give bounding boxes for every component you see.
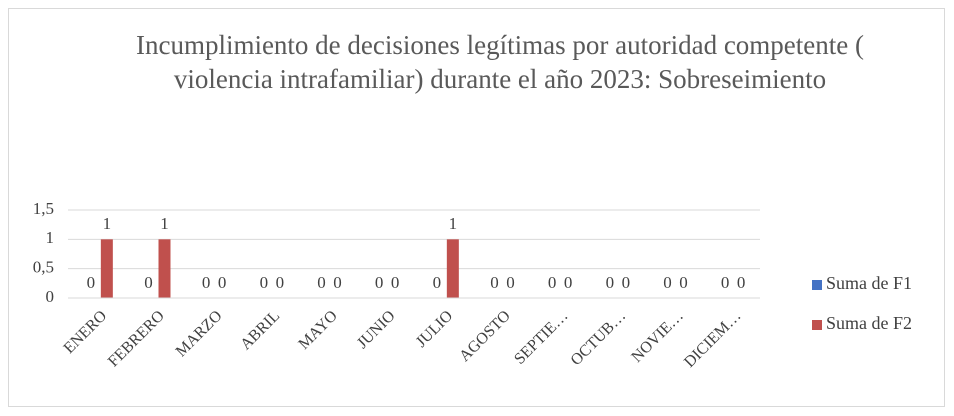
- data-label: 0: [679, 273, 688, 292]
- data-label: 0: [622, 273, 631, 292]
- data-label: 0: [375, 273, 384, 292]
- x-tick-label: ABRIL: [237, 307, 283, 353]
- legend-swatch: [812, 320, 822, 330]
- x-tick-label: FEBRERO: [105, 307, 168, 370]
- x-tick-label: JUNIO: [354, 307, 399, 352]
- data-label: 0: [721, 273, 730, 292]
- x-tick-label: OCTUB…: [568, 307, 630, 369]
- data-label: 1: [449, 214, 458, 233]
- bar: [158, 239, 171, 298]
- data-label: 0: [391, 273, 400, 292]
- chart-border: [8, 8, 945, 407]
- legend-swatch: [812, 280, 822, 290]
- x-tick-label: NOVIE…: [628, 307, 687, 366]
- data-label: 0: [564, 273, 573, 292]
- data-label: 0: [606, 273, 615, 292]
- x-tick-label: AGOSTO: [456, 307, 514, 365]
- x-tick-label: SEPTIE…: [511, 307, 571, 367]
- bar: [446, 239, 459, 298]
- x-tick-label: ENERO: [61, 307, 111, 357]
- data-label: 1: [103, 214, 112, 233]
- data-label: 0: [144, 273, 153, 292]
- bar: [100, 239, 113, 298]
- y-tick-label: 1,5: [33, 199, 54, 218]
- data-label: 0: [333, 273, 342, 292]
- data-label: 0: [490, 273, 499, 292]
- x-tick-label: MARZO: [173, 307, 226, 360]
- data-label: 0: [548, 273, 557, 292]
- data-label: 0: [663, 273, 672, 292]
- data-label: 0: [433, 273, 442, 292]
- data-label: 0: [260, 273, 269, 292]
- y-tick-label: 0,5: [33, 258, 54, 277]
- data-label: 1: [160, 214, 169, 233]
- legend-label: Suma de F2: [826, 313, 912, 333]
- data-label: 0: [218, 273, 227, 292]
- data-label: 0: [87, 273, 96, 292]
- data-label: 0: [202, 273, 211, 292]
- chart-title: Incumplimiento de decisiones legítimas p…: [135, 30, 865, 94]
- legend-label: Suma de F1: [826, 273, 912, 293]
- y-tick-label: 0: [46, 287, 55, 306]
- y-tick-label: 1: [46, 228, 55, 247]
- data-label: 0: [506, 273, 515, 292]
- x-tick-label: JULIO: [413, 307, 456, 350]
- data-label: 0: [276, 273, 285, 292]
- data-label: 0: [737, 273, 746, 292]
- data-label: 0: [317, 273, 326, 292]
- x-tick-label: MAYO: [295, 307, 341, 353]
- x-tick-label: DICIEM…: [681, 307, 745, 371]
